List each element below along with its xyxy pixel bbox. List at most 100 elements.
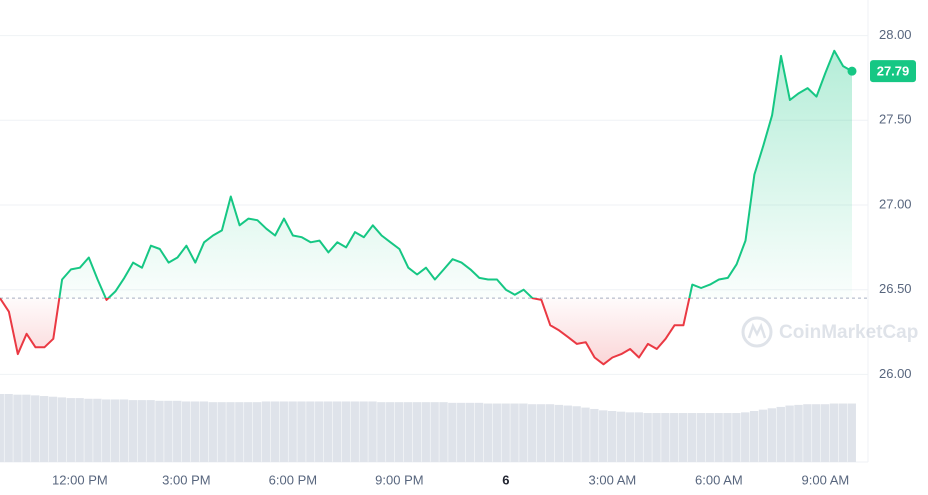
volume-bar [483,403,493,462]
volume-bar [812,404,821,462]
watermark: CoinMarketCap [741,316,918,348]
price-line [0,49,853,366]
volume-bar [84,398,93,462]
volume-bar [368,401,377,462]
volume-bar [652,413,661,462]
volume-bar [439,402,448,462]
volume-bar [350,401,359,462]
y-tick-label: 27.00 [879,196,912,211]
volume-bar [377,402,386,462]
volume-bar [48,396,58,462]
y-tick-label: 26.00 [879,366,912,381]
volume-bar [341,401,351,462]
volume-bar [749,411,759,462]
volume-bar [128,400,138,462]
volume-bar [306,401,315,462]
volume-bar [137,400,146,462]
volume-bar [776,406,785,462]
volume-bar [741,412,750,462]
volume-bar [625,412,635,462]
volume-bar [767,408,777,462]
volume-bar [146,400,155,462]
volume-bar [244,402,253,462]
y-tick-label: 28.00 [879,27,912,42]
volume-bar [696,413,706,462]
volume-bar [599,410,608,462]
volume-bar [22,394,31,462]
watermark-logo-mark [747,322,767,339]
volume-bar [732,413,741,462]
volume-bar [386,402,395,462]
volume-bar [501,403,510,462]
volume-bar [226,402,235,462]
volume-bar [57,397,67,462]
volume-bar [190,401,200,462]
volume-bar [785,405,794,462]
volume-bar [102,399,111,462]
volume-bar [39,396,49,462]
volume-bar [75,398,84,462]
volume-bar [510,403,519,462]
volume-bar [421,402,430,462]
volume-bar [403,402,413,462]
volume-bar [847,403,856,462]
volume-bar [492,403,501,462]
volume-bar [279,401,288,462]
volume-bar [457,402,466,462]
volume-bar [714,413,723,462]
volume-bar [643,413,652,462]
volume-bar [164,400,173,462]
volume-bar [661,413,670,462]
volume-bar [412,402,422,462]
last-point [847,66,857,76]
volume-bar [288,401,297,462]
volume-bar [359,401,368,462]
y-tick-label: 27.50 [879,112,912,127]
price-tag [870,60,916,83]
x-tick-label: 9:00 PM [375,472,423,487]
volume-bar [519,403,528,462]
volume-bar [394,402,404,462]
volume-bar [634,412,643,462]
volume-bar [803,404,812,462]
volume-bar [838,403,848,462]
volume-bar [173,400,182,462]
volume-bar [332,401,342,462]
volume-bar [820,404,830,462]
volume-bar [794,404,803,462]
volume-bar [581,407,590,462]
volume-bar [208,402,217,462]
x-tick-label: 6:00 PM [269,472,317,487]
price-tag-label: 27.79 [877,64,910,79]
volume-bar [323,401,333,462]
volume-bar [155,400,164,462]
watermark-logo [741,316,773,348]
volume-bar [66,398,75,462]
volume-bar [536,404,546,462]
watermark-text: CoinMarketCap [779,322,918,343]
x-tick-label: 6 [502,472,509,487]
volume-bar [13,394,22,462]
volume-bar [723,413,732,462]
volume-bar [563,405,572,462]
volume-bar [270,401,280,462]
x-tick-label: 3:00 AM [589,472,637,487]
volume-bar [315,401,324,462]
volume-bar [252,402,262,462]
volume-bar [31,395,40,462]
volume-bar [93,398,102,462]
volume-bar [465,402,475,462]
volume-bar [670,413,679,462]
volume-bar [678,413,688,462]
volume-bar [181,401,191,462]
volume-bar [199,401,209,462]
volume-bar [607,411,617,462]
y-tick-label: 26.50 [879,281,912,296]
volume-bar [110,399,120,462]
volume-bar [545,404,555,462]
volume-bar [119,399,129,462]
volume-bar [297,401,306,462]
volume-bar [0,394,4,462]
